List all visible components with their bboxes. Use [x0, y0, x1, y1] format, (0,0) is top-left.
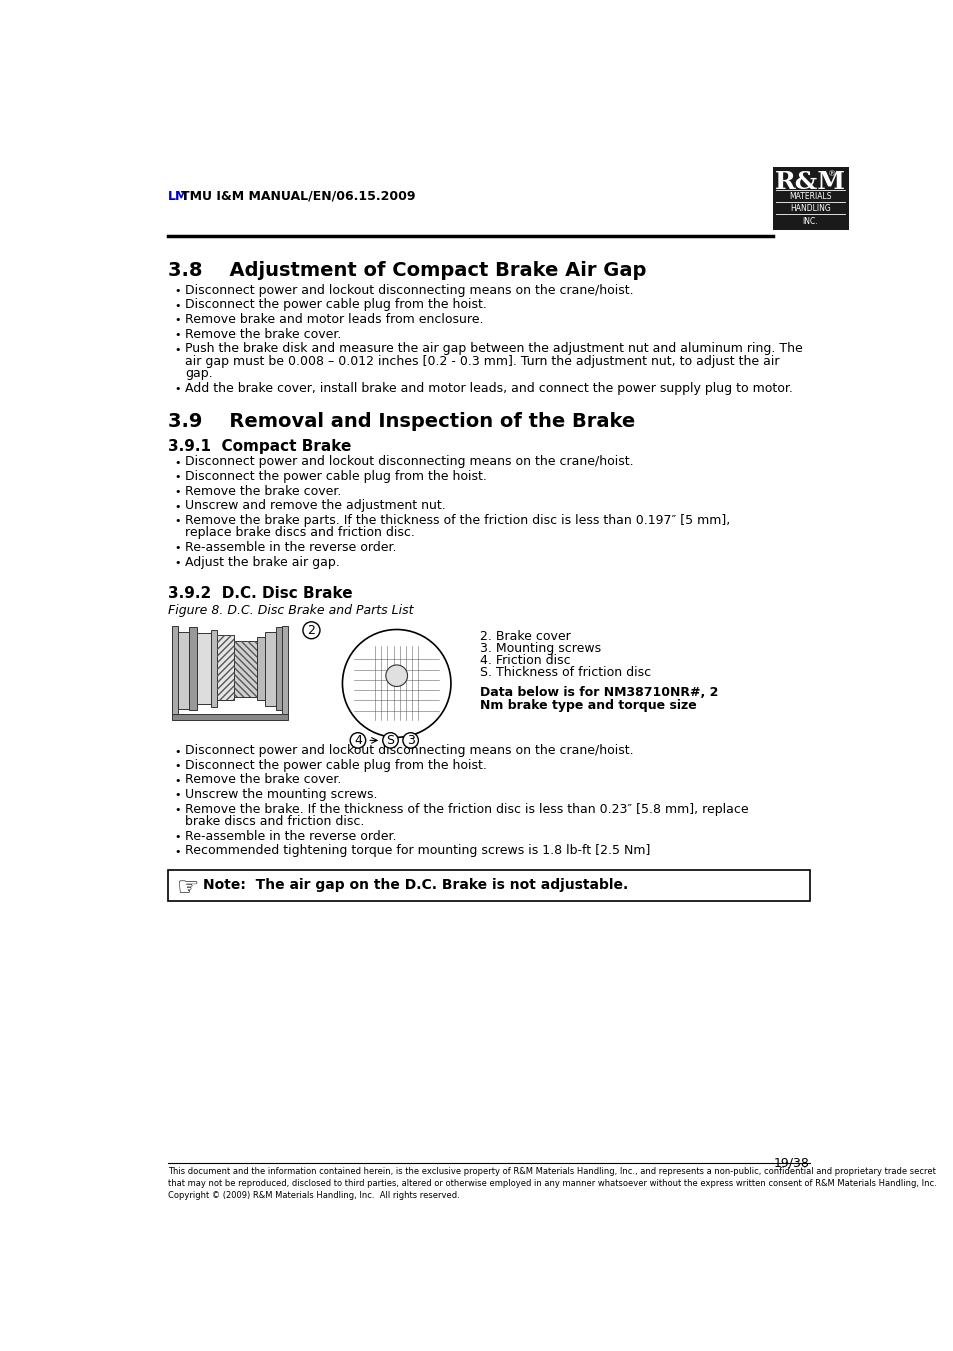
Text: •: • — [174, 847, 180, 857]
Circle shape — [382, 732, 397, 748]
Text: •: • — [174, 501, 180, 512]
Text: •: • — [174, 301, 180, 311]
Text: 3.9.2  D.C. Disc Brake: 3.9.2 D.C. Disc Brake — [168, 585, 353, 601]
Text: 3.9.1  Compact Brake: 3.9.1 Compact Brake — [168, 439, 351, 454]
FancyBboxPatch shape — [172, 715, 288, 720]
Text: 2: 2 — [307, 624, 315, 636]
Text: Disconnect power and lockout disconnecting means on the crane/hoist.: Disconnect power and lockout disconnecti… — [185, 284, 633, 297]
Text: •: • — [174, 473, 180, 482]
Text: 4: 4 — [354, 734, 361, 747]
Text: gap.: gap. — [185, 367, 213, 380]
FancyBboxPatch shape — [168, 870, 809, 901]
Text: •: • — [174, 516, 180, 527]
FancyBboxPatch shape — [196, 634, 211, 704]
FancyBboxPatch shape — [282, 626, 288, 715]
Circle shape — [342, 630, 451, 738]
Circle shape — [385, 665, 407, 686]
Text: 3.8    Adjustment of Compact Brake Air Gap: 3.8 Adjustment of Compact Brake Air Gap — [168, 261, 646, 280]
Text: Disconnect the power cable plug from the hoist.: Disconnect the power cable plug from the… — [185, 299, 486, 312]
FancyBboxPatch shape — [772, 166, 847, 230]
Text: replace brake discs and friction disc.: replace brake discs and friction disc. — [185, 527, 415, 539]
Text: Remove the brake. If the thickness of the friction disc is less than 0.23″ [5.8 : Remove the brake. If the thickness of th… — [185, 802, 748, 816]
Text: Note:  The air gap on the D.C. Brake is not adjustable.: Note: The air gap on the D.C. Brake is n… — [203, 878, 627, 892]
FancyBboxPatch shape — [211, 630, 216, 707]
Text: 2. Brake cover: 2. Brake cover — [479, 630, 570, 643]
FancyBboxPatch shape — [233, 642, 257, 697]
Text: Remove the brake parts. If the thickness of the friction disc is less than 0.197: Remove the brake parts. If the thickness… — [185, 513, 730, 527]
Text: •: • — [174, 543, 180, 554]
Text: HANDLING: HANDLING — [789, 204, 830, 213]
FancyBboxPatch shape — [216, 635, 233, 700]
Text: •: • — [174, 558, 180, 567]
Text: MATERIALS: MATERIALS — [788, 192, 831, 201]
Text: •: • — [174, 747, 180, 757]
Text: Unscrew the mounting screws.: Unscrew the mounting screws. — [185, 788, 377, 801]
Text: brake discs and friction disc.: brake discs and friction disc. — [185, 815, 364, 828]
Text: ☞: ☞ — [177, 875, 199, 900]
FancyBboxPatch shape — [392, 644, 401, 721]
Text: •: • — [174, 790, 180, 800]
Text: Disconnect power and lockout disconnecting means on the crane/hoist.: Disconnect power and lockout disconnecti… — [185, 744, 633, 758]
Text: ®: ® — [827, 170, 836, 178]
Text: •: • — [174, 832, 180, 842]
Text: Data below is for NM38710NR#, 2: Data below is for NM38710NR#, 2 — [479, 686, 718, 700]
Text: •: • — [174, 315, 180, 326]
Text: This document and the information contained herein, is the exclusive property of: This document and the information contai… — [168, 1167, 936, 1200]
Text: R&M: R&M — [774, 170, 845, 193]
FancyBboxPatch shape — [275, 627, 282, 711]
Text: Unscrew and remove the adjustment nut.: Unscrew and remove the adjustment nut. — [185, 500, 445, 512]
Text: S. Thickness of friction disc: S. Thickness of friction disc — [479, 666, 650, 680]
FancyBboxPatch shape — [189, 627, 196, 711]
Text: •: • — [174, 384, 180, 394]
Text: Push the brake disk and measure the air gap between the adjustment nut and alumi: Push the brake disk and measure the air … — [185, 342, 802, 355]
Text: Figure 8. D.C. Disc Brake and Parts List: Figure 8. D.C. Disc Brake and Parts List — [168, 604, 414, 617]
Text: Remove the brake cover.: Remove the brake cover. — [185, 485, 341, 497]
FancyBboxPatch shape — [172, 626, 178, 715]
Text: TMU I&M MANUAL/EN/06.15.2009: TMU I&M MANUAL/EN/06.15.2009 — [181, 190, 416, 203]
Text: S: S — [386, 734, 395, 747]
Text: Re-assemble in the reverse order.: Re-assemble in the reverse order. — [185, 540, 396, 554]
Text: Re-assemble in the reverse order.: Re-assemble in the reverse order. — [185, 830, 396, 843]
FancyBboxPatch shape — [265, 632, 275, 705]
Text: •: • — [174, 775, 180, 786]
Circle shape — [303, 621, 319, 639]
Text: Disconnect power and lockout disconnecting means on the crane/hoist.: Disconnect power and lockout disconnecti… — [185, 455, 633, 469]
Text: Remove the brake cover.: Remove the brake cover. — [185, 328, 341, 340]
Text: •: • — [174, 761, 180, 771]
Text: 3.9    Removal and Inspection of the Brake: 3.9 Removal and Inspection of the Brake — [168, 412, 635, 431]
Circle shape — [402, 732, 418, 748]
Text: air gap must be 0.008 – 0.012 inches [0.2 - 0.3 mm]. Turn the adjustment nut, to: air gap must be 0.008 – 0.012 inches [0.… — [185, 354, 779, 367]
Text: LM: LM — [168, 190, 189, 203]
FancyBboxPatch shape — [257, 638, 265, 700]
Text: Nm brake type and torque size: Nm brake type and torque size — [479, 698, 696, 712]
Text: Remove brake and motor leads from enclosure.: Remove brake and motor leads from enclos… — [185, 313, 483, 326]
Text: •: • — [174, 345, 180, 354]
Text: 4. Friction disc: 4. Friction disc — [479, 654, 570, 667]
Text: 19/38: 19/38 — [773, 1156, 809, 1170]
Circle shape — [350, 732, 365, 748]
Text: Remove the brake cover.: Remove the brake cover. — [185, 774, 341, 786]
FancyBboxPatch shape — [178, 632, 189, 709]
Text: •: • — [174, 805, 180, 815]
Text: 3: 3 — [406, 734, 415, 747]
Text: Disconnect the power cable plug from the hoist.: Disconnect the power cable plug from the… — [185, 470, 486, 484]
Text: Add the brake cover, install brake and motor leads, and connect the power supply: Add the brake cover, install brake and m… — [185, 381, 792, 394]
Text: Recommended tightening torque for mounting screws is 1.8 lb-ft [2.5 Nm]: Recommended tightening torque for mounti… — [185, 844, 650, 858]
Text: •: • — [174, 330, 180, 340]
Text: 3. Mounting screws: 3. Mounting screws — [479, 642, 600, 655]
Text: Disconnect the power cable plug from the hoist.: Disconnect the power cable plug from the… — [185, 759, 486, 771]
Text: •: • — [174, 286, 180, 296]
Text: INC.: INC. — [801, 216, 818, 226]
Text: Adjust the brake air gap.: Adjust the brake air gap. — [185, 555, 339, 569]
Text: •: • — [174, 488, 180, 497]
Text: •: • — [174, 458, 180, 467]
